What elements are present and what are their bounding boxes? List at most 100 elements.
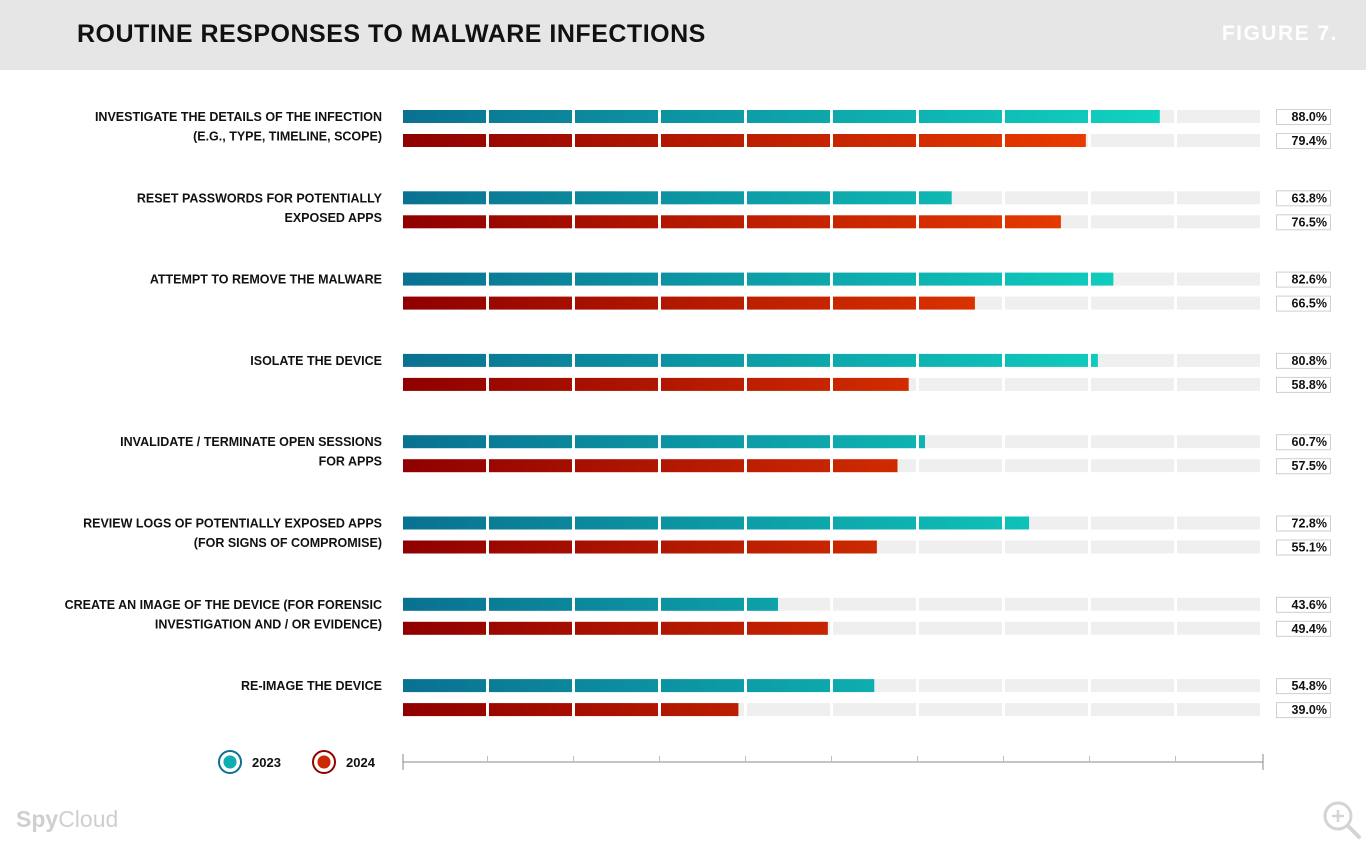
bar-2023-segment xyxy=(747,516,830,530)
bar-2023-segment xyxy=(661,679,744,693)
bar-2023-segment xyxy=(661,353,744,367)
bar-2023-segment xyxy=(747,191,830,205)
bar-2024-segment xyxy=(1005,215,1061,229)
bar-2023-segment xyxy=(747,353,830,367)
track-segment xyxy=(1091,215,1174,229)
track-segment xyxy=(919,703,1002,717)
zoom-in-icon[interactable] xyxy=(1321,799,1363,841)
track-segment xyxy=(747,703,830,717)
bar-2024-segment xyxy=(489,134,572,147)
track-segment xyxy=(1005,621,1088,635)
bar-2024-segment xyxy=(833,215,916,229)
track-segment xyxy=(833,621,916,635)
bar-2024-segment xyxy=(833,459,898,473)
bar-2023-segment xyxy=(833,191,916,205)
brand-part-1: Spy xyxy=(16,806,59,832)
bar-2024-segment xyxy=(489,540,572,554)
track-segment xyxy=(1091,540,1174,554)
data-label-2023: 72.8% xyxy=(1292,517,1327,531)
bar-2023-segment xyxy=(1091,353,1098,367)
track-segment xyxy=(1177,110,1260,123)
page-title: ROUTINE RESPONSES TO MALWARE INFECTIONS xyxy=(77,20,706,48)
bar-2023-segment xyxy=(833,353,916,367)
bar-2024-segment xyxy=(489,459,572,473)
bar-2023-segment xyxy=(403,353,486,367)
bar-2023-segment xyxy=(1005,272,1088,286)
bar-2023-segment xyxy=(919,353,1002,367)
bar-2023-segment xyxy=(1091,272,1114,286)
data-label-2024: 66.5% xyxy=(1292,297,1327,311)
bar-2024-segment xyxy=(489,703,572,717)
legend-marker-ring-2024 xyxy=(312,750,336,774)
bar-2024-segment xyxy=(489,377,572,391)
bar-2023-segment xyxy=(833,679,875,693)
bar-2024-segment xyxy=(575,215,658,229)
track-segment xyxy=(1091,134,1174,147)
bar-2023-segment xyxy=(575,353,658,367)
bar-2023-segment xyxy=(661,597,744,611)
value-box xyxy=(1276,214,1331,231)
bar-2023-segment xyxy=(747,110,830,123)
category-label: RESET PASSWORDS FOR POTENTIALLY EXPOSED A… xyxy=(137,191,383,225)
bar-2024-segment xyxy=(403,703,486,717)
spycloud-logo: SpyCloud xyxy=(16,806,118,833)
track-segment xyxy=(1177,597,1260,611)
data-label-2023: 54.8% xyxy=(1292,679,1327,693)
bar-2024-segment xyxy=(833,296,916,310)
bar-2024-segment xyxy=(403,296,486,310)
value-box xyxy=(1276,702,1331,719)
bar-2023-segment xyxy=(575,435,658,449)
track-segment xyxy=(1091,516,1174,530)
bar-2023-segment xyxy=(661,272,744,286)
track-segment xyxy=(833,597,916,611)
value-box xyxy=(1276,434,1331,451)
bar-2024-segment xyxy=(575,377,658,391)
bar-2024-segment xyxy=(575,459,658,473)
track-segment xyxy=(1091,353,1174,367)
value-box xyxy=(1276,515,1331,532)
value-box xyxy=(1276,458,1331,475)
bar-2023-segment xyxy=(919,110,1002,123)
bar-2023-segment xyxy=(1005,110,1088,123)
value-box xyxy=(1276,271,1331,288)
value-box xyxy=(1276,596,1331,613)
bar-2024-segment xyxy=(489,621,572,635)
category-label: CREATE AN IMAGE OF THE DEVICE (FOR FOREN… xyxy=(65,598,382,632)
bar-2023-segment xyxy=(403,597,486,611)
bar-2024-segment xyxy=(661,215,744,229)
value-box xyxy=(1276,352,1331,369)
bar-2023-segment xyxy=(403,516,486,530)
category-label: INVESTIGATE THE DETAILS OF THE INFECTION… xyxy=(95,110,382,144)
track-segment xyxy=(1091,459,1174,473)
track-segment xyxy=(1091,679,1174,693)
bar-2024-segment xyxy=(747,215,830,229)
track-segment xyxy=(1005,703,1088,717)
track-segment xyxy=(1177,679,1260,693)
bar-2024-segment xyxy=(661,540,744,554)
bar-2023-segment xyxy=(661,435,744,449)
value-box xyxy=(1276,295,1331,312)
bar-2024-segment xyxy=(403,540,486,554)
bar-2023-segment xyxy=(661,110,744,123)
track-segment xyxy=(1091,703,1174,717)
bar-2024-segment xyxy=(747,540,830,554)
bar-2023-segment xyxy=(661,516,744,530)
bar-2023-segment xyxy=(747,597,778,611)
track-segment xyxy=(1091,377,1174,391)
bar-2023-segment xyxy=(1005,516,1030,530)
track-segment xyxy=(1177,134,1260,147)
data-label-2023: 80.8% xyxy=(1292,354,1327,368)
bar-2024-segment xyxy=(403,377,486,391)
legend-marker-highlight xyxy=(223,755,237,769)
header-bar: ROUTINE RESPONSES TO MALWARE INFECTIONS … xyxy=(0,0,1366,70)
track-segment xyxy=(1005,679,1088,693)
legend-label-2023: 2023 xyxy=(252,755,281,770)
bar-2024-segment xyxy=(661,134,744,147)
track-segment xyxy=(1177,353,1260,367)
bar-2024-segment xyxy=(747,459,830,473)
bar-2023-segment xyxy=(403,435,486,449)
bar-2023-segment xyxy=(575,110,658,123)
bar-2023-segment xyxy=(489,597,572,611)
bar-2024-segment xyxy=(661,296,744,310)
